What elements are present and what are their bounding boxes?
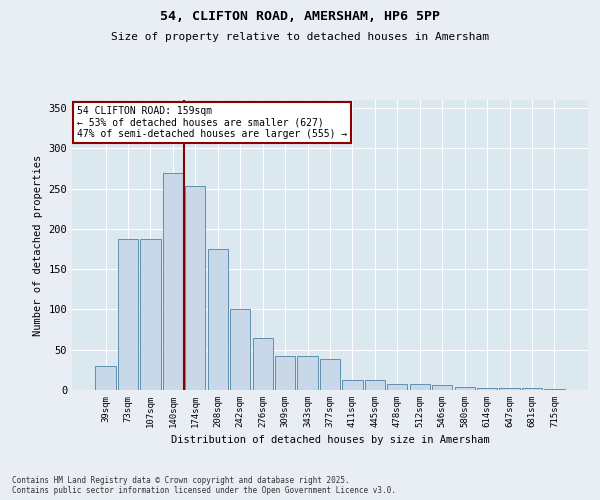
Bar	[140, 238, 161, 390]
Bar	[544, 389, 565, 390]
Bar	[410, 384, 430, 390]
Bar	[95, 366, 116, 390]
Text: Contains HM Land Registry data © Crown copyright and database right 2025.
Contai: Contains HM Land Registry data © Crown c…	[12, 476, 396, 495]
Bar	[455, 387, 475, 390]
Bar	[477, 388, 497, 390]
Bar	[298, 356, 317, 390]
Bar	[253, 338, 273, 390]
Bar	[275, 356, 295, 390]
Bar	[118, 238, 138, 390]
Bar	[163, 172, 183, 390]
Bar	[185, 186, 205, 390]
Bar	[522, 388, 542, 390]
Bar	[387, 384, 407, 390]
Y-axis label: Number of detached properties: Number of detached properties	[33, 154, 43, 336]
Text: Size of property relative to detached houses in Amersham: Size of property relative to detached ho…	[111, 32, 489, 42]
Text: 54, CLIFTON ROAD, AMERSHAM, HP6 5PP: 54, CLIFTON ROAD, AMERSHAM, HP6 5PP	[160, 10, 440, 23]
Bar	[432, 385, 452, 390]
Bar	[320, 360, 340, 390]
Bar	[230, 310, 250, 390]
Bar	[499, 388, 520, 390]
Bar	[365, 380, 385, 390]
Text: 54 CLIFTON ROAD: 159sqm
← 53% of detached houses are smaller (627)
47% of semi-d: 54 CLIFTON ROAD: 159sqm ← 53% of detache…	[77, 106, 347, 139]
Bar	[343, 380, 362, 390]
Bar	[208, 249, 228, 390]
Text: Distribution of detached houses by size in Amersham: Distribution of detached houses by size …	[170, 435, 490, 445]
